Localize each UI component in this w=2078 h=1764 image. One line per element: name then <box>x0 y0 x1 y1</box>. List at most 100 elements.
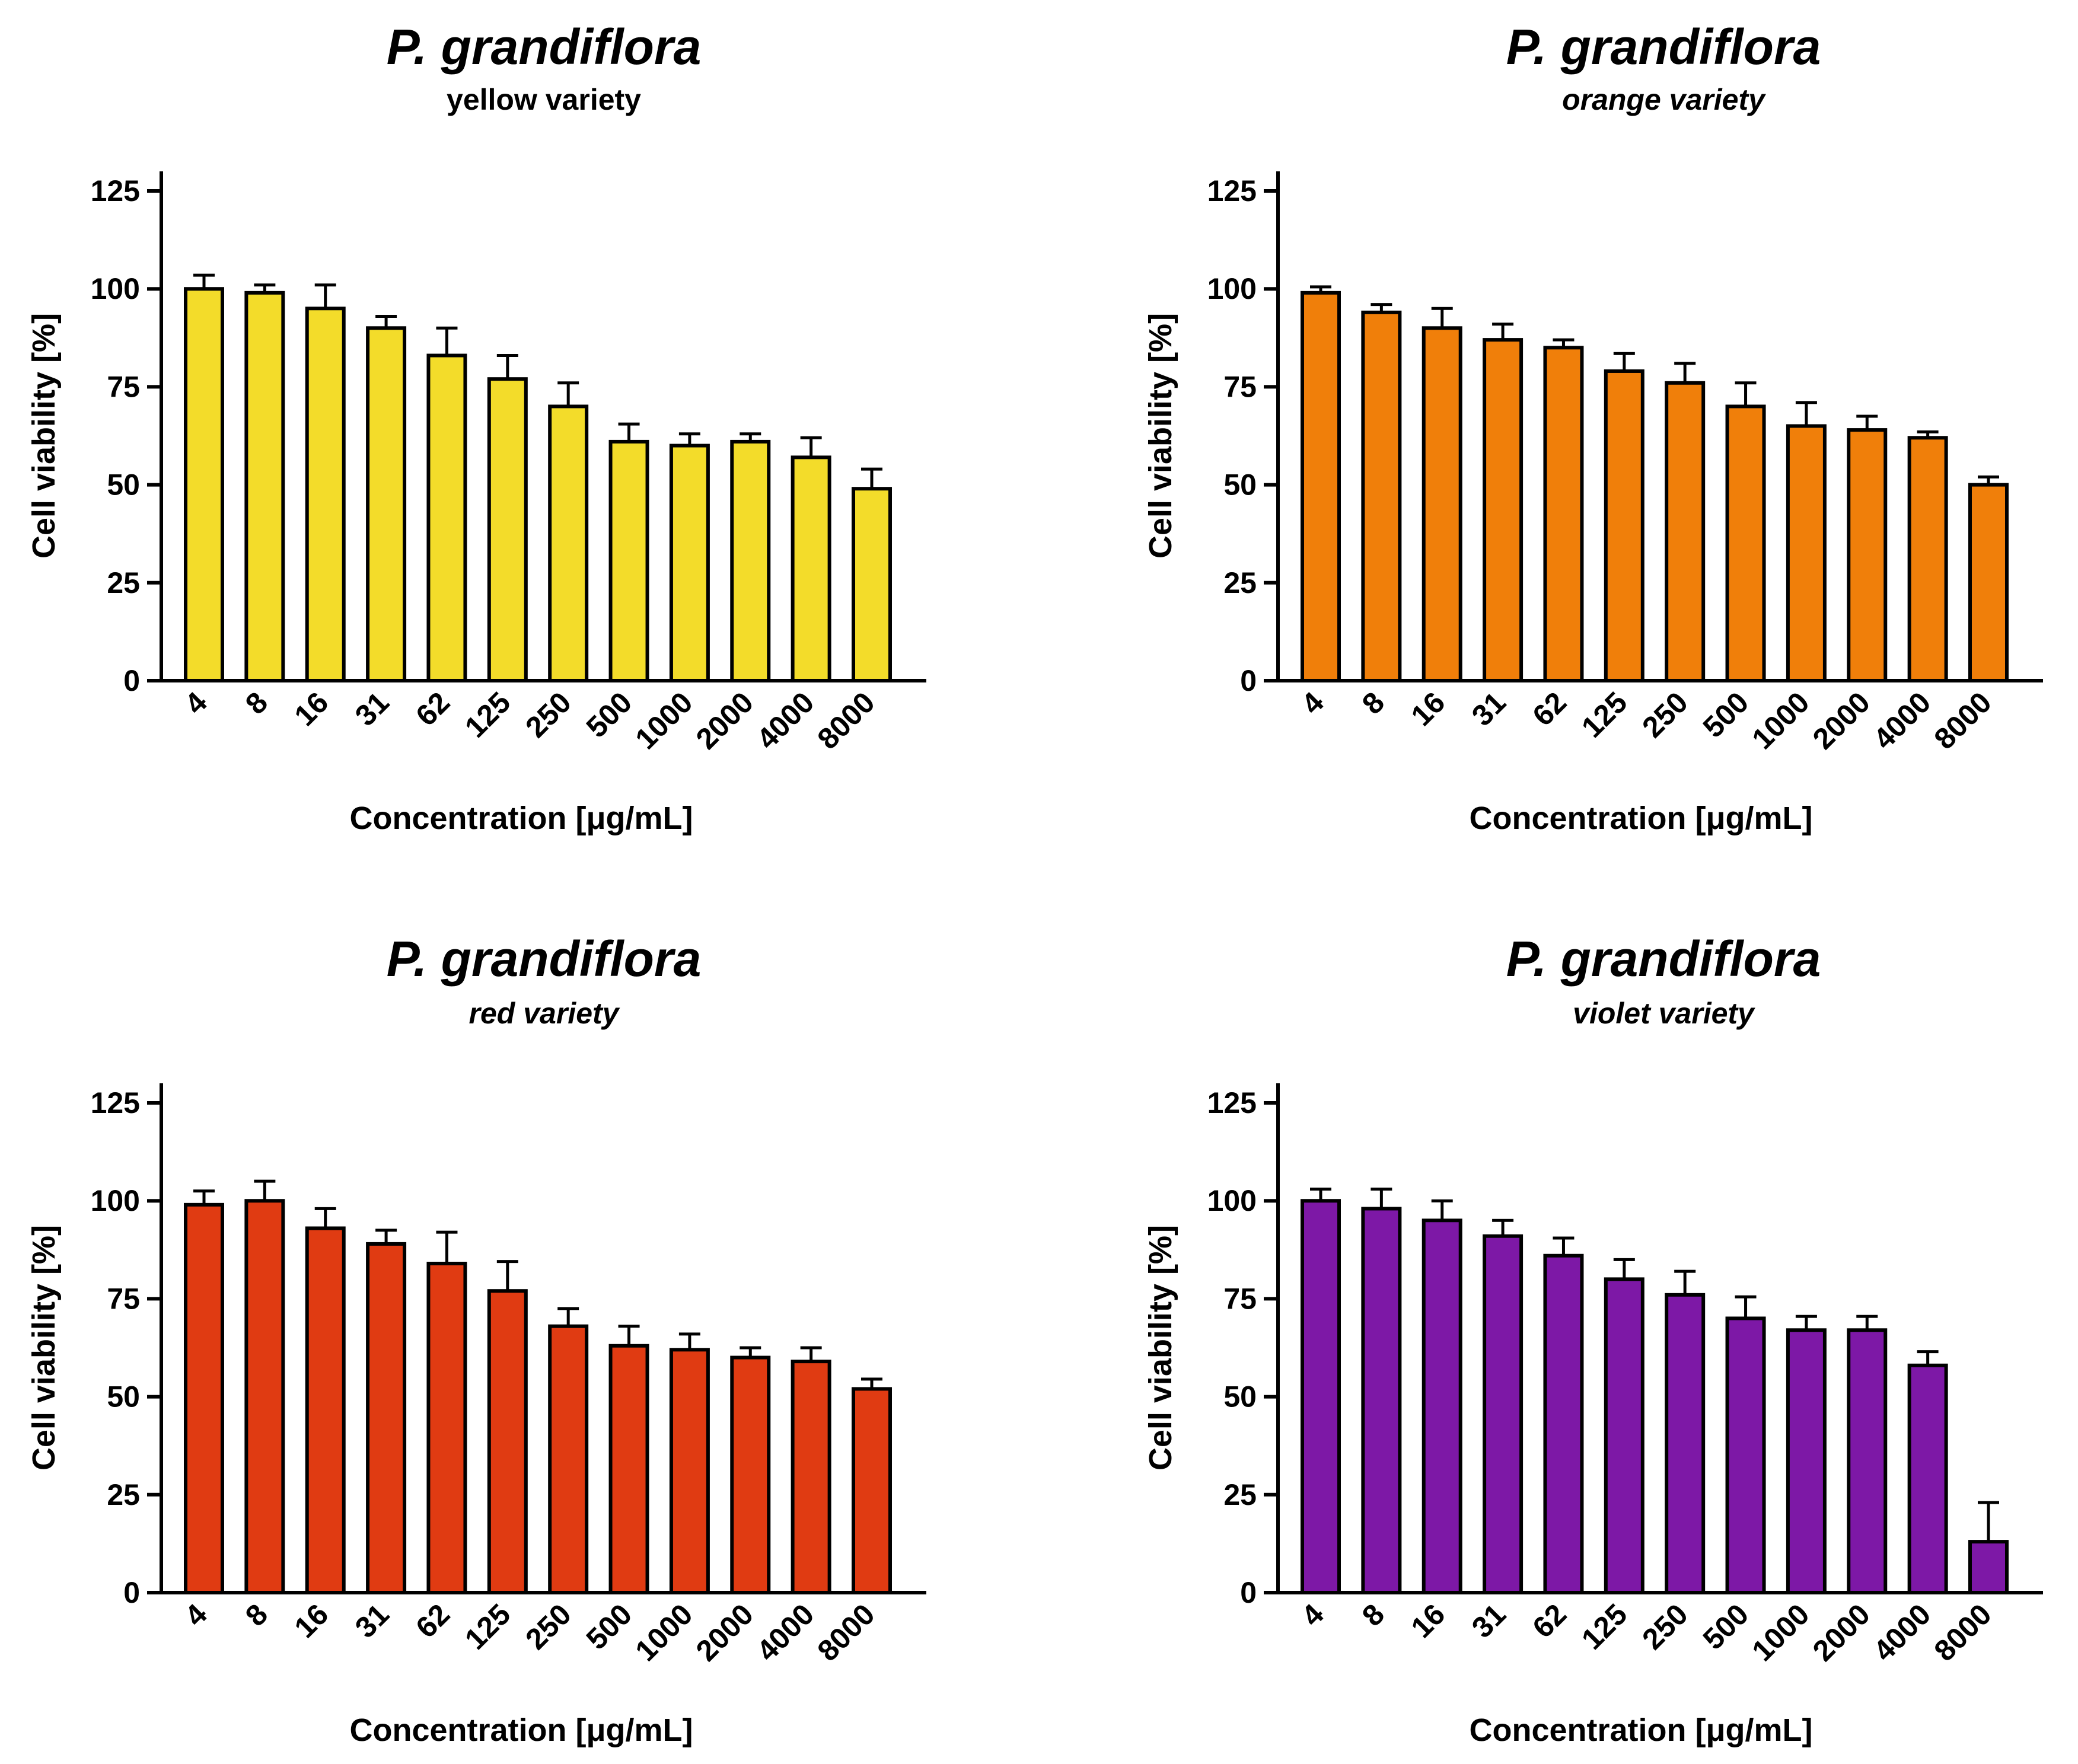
x-tick-label: 16 <box>288 685 335 732</box>
chart-title: P. grandiflora <box>387 931 702 987</box>
bar-8 <box>1361 1207 1402 1594</box>
x-tick-label: 1000 <box>629 685 699 755</box>
x-tick-label: 4000 <box>1867 1597 1937 1667</box>
y-tick-label: 100 <box>91 272 140 305</box>
bar-250 <box>548 1324 589 1594</box>
bar-250 <box>1665 1293 1706 1594</box>
bar-8 <box>244 291 285 683</box>
x-tick-label: 125 <box>458 685 517 744</box>
y-tick-label: 75 <box>1223 1282 1257 1315</box>
chart-panel-2: P. grandiflora red variety 0 25 50 75 100 125 Ce… <box>26 931 926 1748</box>
y-tick-label: 75 <box>107 1282 140 1315</box>
chart-title: P. grandiflora <box>1506 931 1821 987</box>
x-tick-label: 2000 <box>690 685 760 755</box>
x-tick-label: 250 <box>519 685 578 744</box>
y-tick-label: 0 <box>1240 664 1257 697</box>
bar-4000 <box>1907 1363 1948 1595</box>
bar-31 <box>1483 338 1524 682</box>
bar-16 <box>1422 1218 1462 1594</box>
x-tick-label: 8 <box>1356 1597 1391 1632</box>
bar-1000 <box>1786 1328 1827 1594</box>
x-tick-label: 1000 <box>629 1597 699 1667</box>
bar-4 <box>1301 291 1341 683</box>
bar-125 <box>1604 369 1644 682</box>
bar-1000 <box>1786 424 1827 682</box>
y-tick-label: 125 <box>91 174 140 208</box>
y-axis-label: Cell viability [%] <box>1143 313 1178 559</box>
x-tick-label: 500 <box>1697 1597 1755 1656</box>
x-tick-label: 500 <box>1697 685 1755 744</box>
bar-125 <box>487 377 528 683</box>
x-tick-label: 62 <box>409 1597 456 1644</box>
x-tick-label: 4000 <box>1867 685 1937 755</box>
bar-125 <box>1604 1277 1644 1595</box>
bar-8 <box>244 1199 285 1594</box>
bar-16 <box>305 1226 346 1595</box>
y-tick-label: 50 <box>1223 1380 1257 1414</box>
y-tick-label: 125 <box>1207 174 1257 208</box>
x-tick-label: 8000 <box>1928 1597 1998 1667</box>
y-tick-label: 75 <box>1223 370 1257 403</box>
bar-62 <box>1543 346 1584 682</box>
chart-subtitle: red variety <box>469 997 620 1030</box>
y-tick-label: 25 <box>107 1478 140 1511</box>
bar-1000 <box>669 1348 710 1594</box>
bar-62 <box>426 1261 467 1594</box>
x-tick-label: 62 <box>409 685 456 732</box>
bar-8000 <box>1968 1540 2009 1594</box>
x-tick-label: 16 <box>1405 685 1452 732</box>
y-tick-label: 0 <box>123 664 140 697</box>
y-tick-label: 25 <box>1223 566 1257 599</box>
x-tick-label: 31 <box>1465 685 1512 732</box>
y-tick-label: 100 <box>1207 1184 1257 1217</box>
bar-4 <box>184 1202 224 1594</box>
x-tick-label: 500 <box>580 685 639 744</box>
y-tick-label: 0 <box>1240 1576 1257 1609</box>
x-tick-label: 4000 <box>750 1597 820 1667</box>
x-tick-label: 8000 <box>1928 685 1998 755</box>
x-tick-label: 250 <box>1636 1597 1694 1656</box>
x-tick-label: 16 <box>1405 1597 1452 1644</box>
y-tick-label: 50 <box>107 1380 140 1414</box>
bar-4 <box>184 287 224 682</box>
y-tick-label: 125 <box>1207 1086 1257 1119</box>
x-tick-label: 1000 <box>1745 1597 1815 1667</box>
x-tick-label: 4 <box>1295 1597 1330 1632</box>
bar-500 <box>1725 1316 1766 1594</box>
chart-panel-3: P. grandiflora violet variety 0 25 50 75 100 12… <box>1143 931 2043 1748</box>
y-tick-label: 25 <box>1223 1478 1257 1511</box>
x-tick-label: 125 <box>1575 1597 1634 1656</box>
x-tick-label: 8000 <box>811 685 881 755</box>
bar-4 <box>1301 1199 1341 1594</box>
chart-panel-1: P. grandiflora orange variety 0 25 50 75 100 12… <box>1143 19 2043 836</box>
bar-31 <box>1483 1234 1524 1595</box>
y-tick-label: 50 <box>1223 468 1257 502</box>
x-tick-label: 8000 <box>811 1597 881 1667</box>
x-tick-label: 62 <box>1526 1597 1573 1644</box>
x-tick-label: 1000 <box>1745 685 1815 755</box>
x-tick-label: 4 <box>1295 685 1330 720</box>
bar-8000 <box>1968 483 2009 682</box>
bar-8000 <box>852 1387 892 1595</box>
x-tick-label: 125 <box>458 1597 517 1656</box>
x-tick-label: 62 <box>1526 685 1573 732</box>
bar-1000 <box>669 444 710 683</box>
x-tick-label: 8 <box>239 685 274 720</box>
bar-4000 <box>1907 436 1948 683</box>
y-tick-label: 50 <box>107 468 140 502</box>
x-axis-label: Concentration [μg/mL] <box>350 800 693 836</box>
chart-subtitle: violet variety <box>1573 997 1755 1030</box>
x-axis-label: Concentration [μg/mL] <box>1470 1712 1813 1748</box>
chart-panel-0: P. grandiflora yellow variety 0 25 50 75 100 12… <box>26 19 926 836</box>
y-axis-label: Cell viability [%] <box>26 313 62 559</box>
x-axis-label: Concentration [μg/mL] <box>350 1712 693 1748</box>
bar-2000 <box>1847 428 1888 682</box>
y-tick-label: 100 <box>91 1184 140 1217</box>
y-tick-label: 75 <box>107 370 140 403</box>
y-axis-label: Cell viability [%] <box>26 1225 62 1470</box>
bar-250 <box>1665 381 1706 682</box>
y-axis-label: Cell viability [%] <box>1143 1225 1178 1470</box>
chart-subtitle: yellow variety <box>447 83 641 116</box>
x-tick-label: 125 <box>1575 685 1634 744</box>
